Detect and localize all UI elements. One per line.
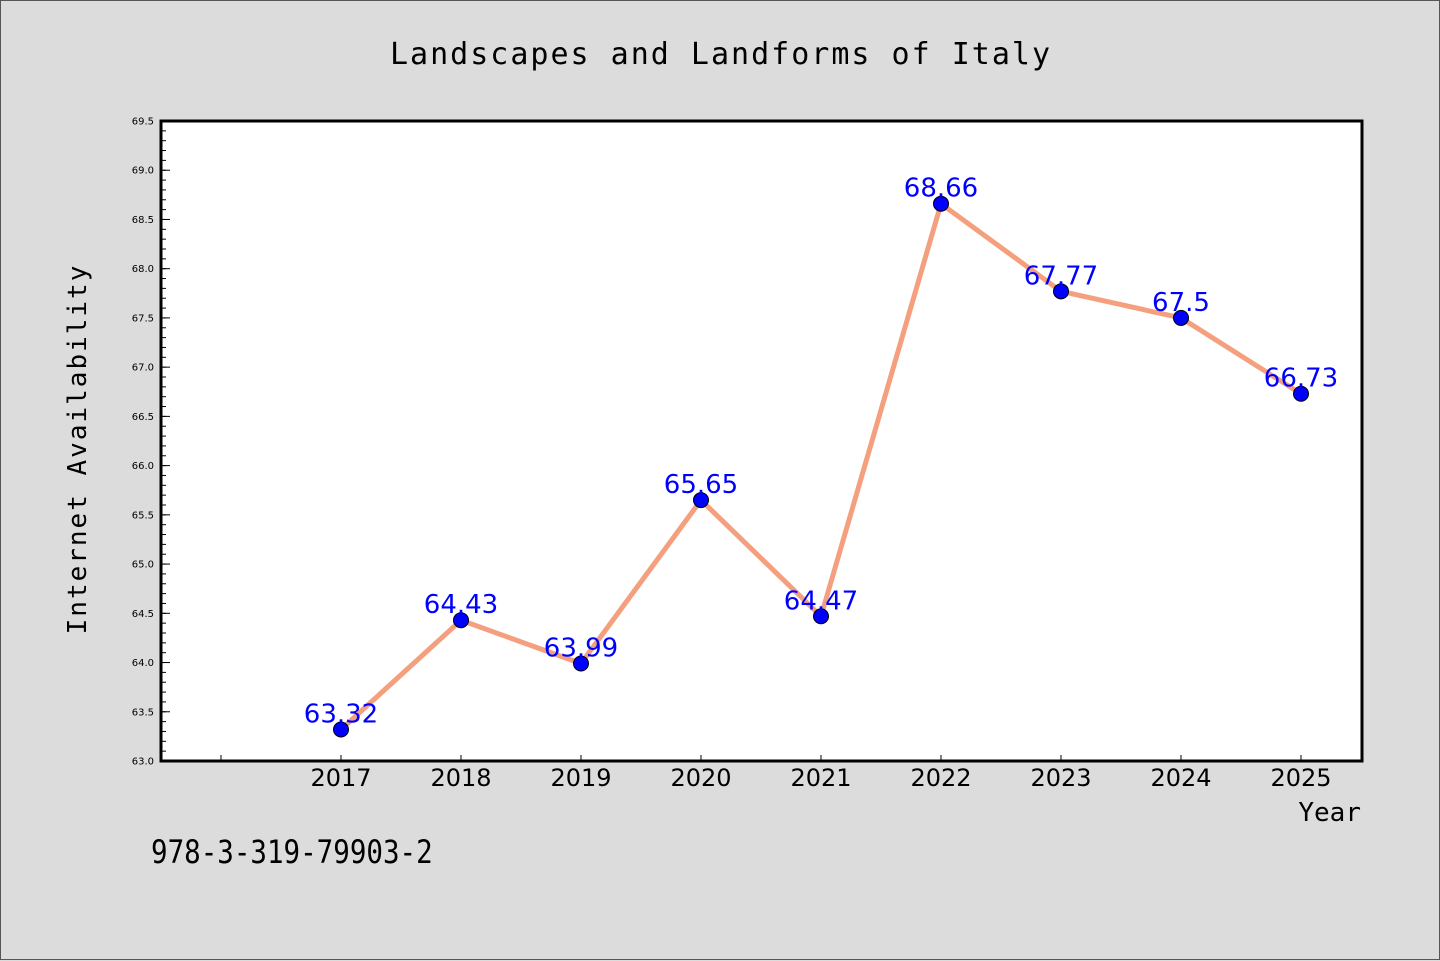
data-point <box>1173 309 1189 326</box>
y-tick-label: 69.5 <box>132 117 154 128</box>
chart-title: Landscapes and Landforms of Italy <box>390 37 1052 72</box>
data-point <box>1293 385 1309 402</box>
x-axis-label: Year <box>1298 798 1361 828</box>
y-tick-label: 64.0 <box>132 658 154 669</box>
data-label: 65.65 <box>664 470 738 500</box>
y-tick-label: 65.5 <box>132 510 154 521</box>
data-point <box>573 655 589 672</box>
y-tick-label: 69.0 <box>132 166 154 177</box>
y-tick-label: 65.0 <box>132 560 154 571</box>
data-label: 63.32 <box>304 699 378 729</box>
x-tick-label: 2018 <box>430 764 491 792</box>
x-tick-label: 2025 <box>1270 764 1331 792</box>
x-tick-label: 2021 <box>790 764 851 792</box>
data-point <box>693 492 709 509</box>
x-tick-label: 2019 <box>550 764 611 792</box>
x-tick-label: 2017 <box>310 764 371 792</box>
data-point <box>333 721 349 738</box>
data-label: 63.99 <box>544 634 618 664</box>
data-label: 67.5 <box>1152 288 1210 318</box>
y-tick-label: 68.5 <box>132 215 154 226</box>
plot-area <box>159 119 1364 763</box>
y-axis-label: Internet Availability <box>63 264 93 635</box>
data-point <box>453 612 469 629</box>
y-tick-label: 64.5 <box>132 609 154 620</box>
x-axis: 2017 2018 2019 2020 2021 2022 2023 2024 2025 <box>220 755 1332 792</box>
y-tick-label: 66.5 <box>132 412 154 423</box>
x-tick-label: 2024 <box>1150 764 1211 792</box>
data-label: 68.66 <box>904 174 978 204</box>
data-point <box>1053 283 1069 300</box>
data-label: 64.47 <box>784 586 858 616</box>
y-tick-label: 67.0 <box>132 363 154 374</box>
x-tick-label: 2022 <box>910 764 971 792</box>
y-tick-label: 63.5 <box>132 707 154 718</box>
data-label: 67.77 <box>1024 261 1098 291</box>
x-tick-label: 2023 <box>1030 764 1091 792</box>
footer-code: 978-3-319-79903-2 <box>151 833 433 871</box>
x-tick-label: 2020 <box>670 764 731 792</box>
y-tick-label: 67.5 <box>132 313 154 324</box>
data-point <box>933 195 949 212</box>
series-internet-availability: 63.32 64.43 63.99 65.65 64.47 68.66 67.77 67.5 6… <box>304 174 1338 738</box>
y-axis: 63.0 63.5 64.0 64.5 65.0 65.5 66.0 66.5 67.0 67.5… <box>132 117 170 768</box>
y-tick-label: 66.0 <box>132 461 154 472</box>
data-label: 66.73 <box>1264 364 1338 394</box>
data-label: 64.43 <box>424 590 498 620</box>
y-tick-label: 68.0 <box>132 264 154 275</box>
y-tick-label: 63.0 <box>132 757 154 768</box>
data-point <box>813 608 829 625</box>
